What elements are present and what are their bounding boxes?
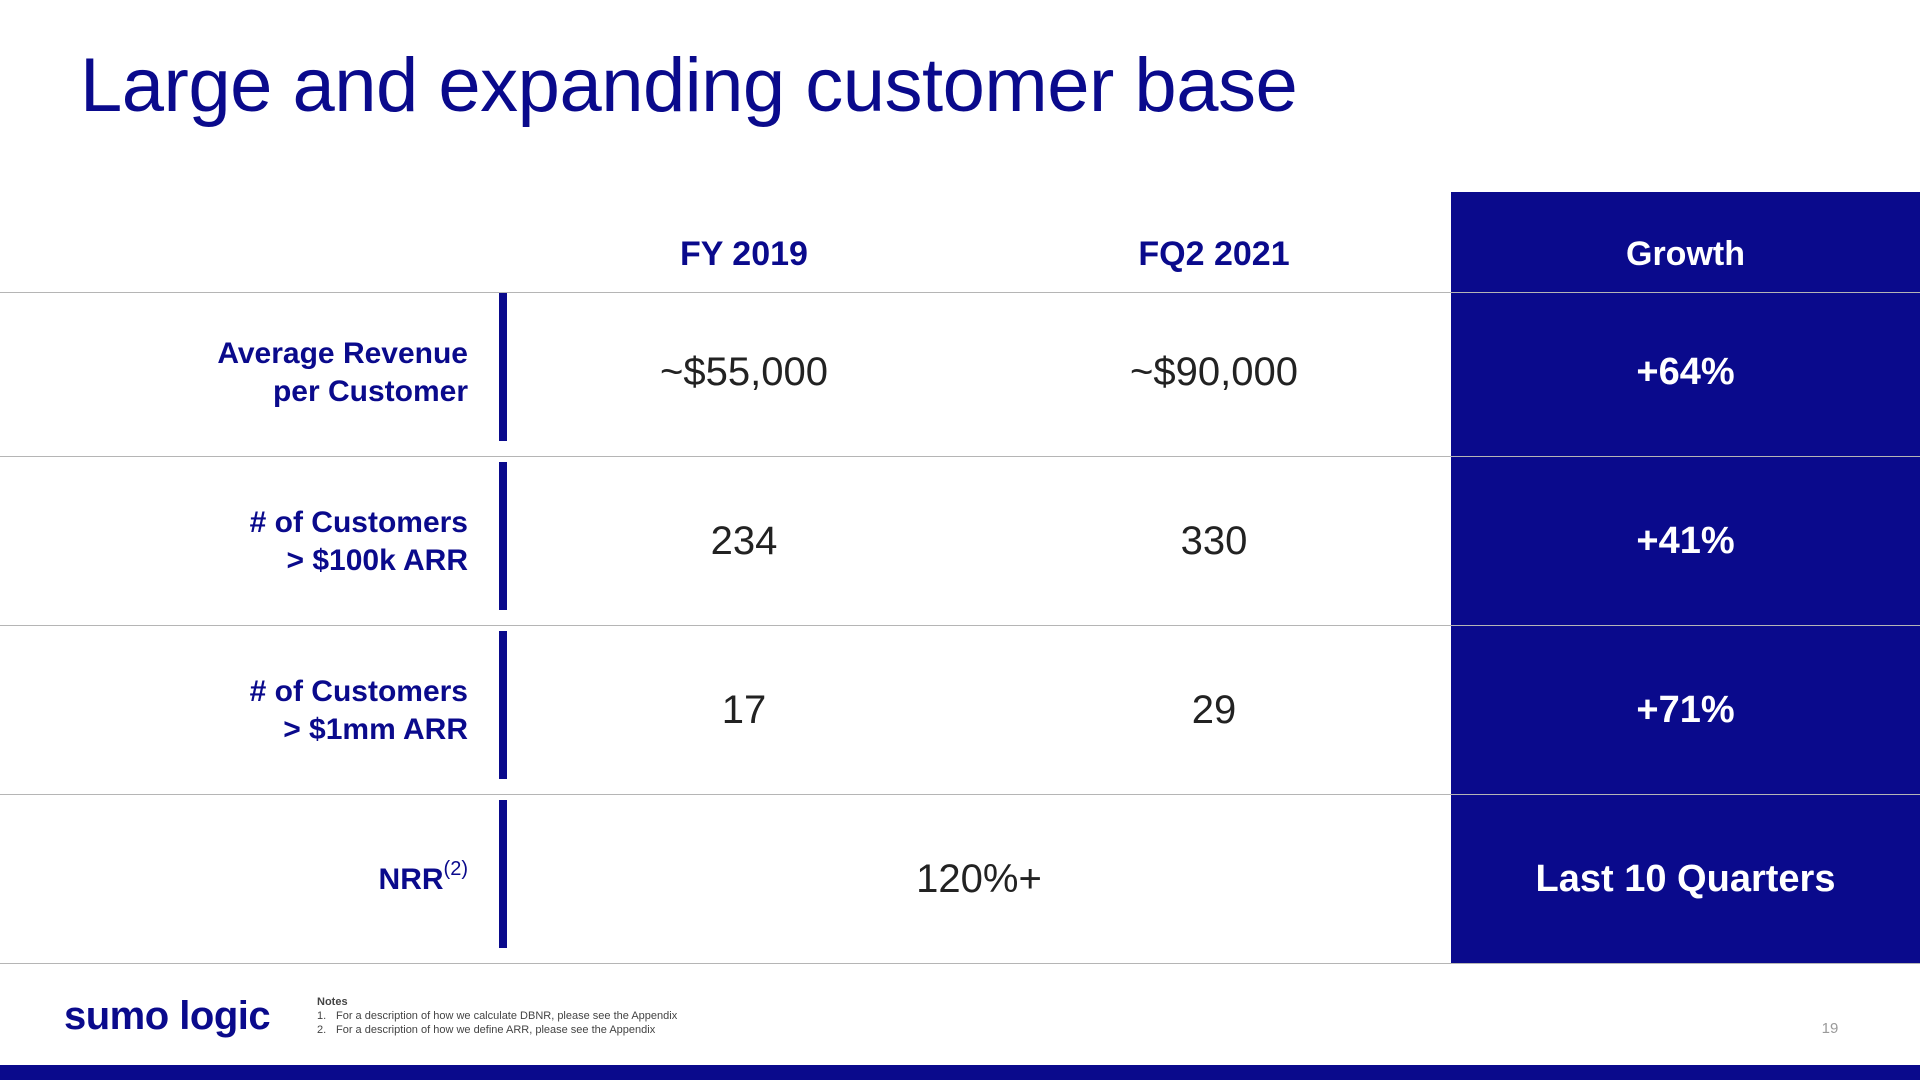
value-fy-2019: ~$55,000 — [660, 350, 828, 394]
page-number: 19 — [1821, 1020, 1839, 1037]
row-label: NRR(2) — [100, 795, 468, 964]
value-fq2-2021: ~$90,000 — [1130, 350, 1298, 394]
footnote-item: 2. For a description of how we define ARR… — [317, 1023, 677, 1037]
value-growth: +41% — [1636, 520, 1735, 562]
footnote-number: 2. — [317, 1024, 327, 1036]
row-accent-bar — [499, 462, 507, 610]
row-label-line1: # of Customers — [249, 505, 468, 539]
table-row-nrr: NRR(2) 120%+ Last 10 Quarters — [0, 795, 1920, 964]
row-label: # of Customers > $100k ARR — [100, 457, 468, 626]
row-label-line2: > $1mm ARR — [283, 712, 468, 746]
footnote-number: 1. — [317, 1010, 327, 1022]
value-growth: Last 10 Quarters — [1535, 858, 1836, 900]
value-nrr: 120%+ — [916, 857, 1042, 901]
table-row-customers-1mm: # of Customers > $1mm ARR 17 29 +71% — [0, 626, 1920, 795]
footnote-text: For a description of how we define ARR, … — [336, 1024, 656, 1036]
row-label-nrr: NRR(2) — [378, 857, 468, 899]
header-fq2-2021: FQ2 2021 — [1138, 235, 1290, 273]
value-fq2-2021: 330 — [1180, 519, 1248, 563]
nrr-label-text: NRR — [378, 862, 444, 896]
footnote-text: For a description of how we calculate DB… — [336, 1010, 678, 1022]
row-divider — [0, 456, 1920, 457]
row-label-line2: > $100k ARR — [286, 543, 469, 577]
slide-title: Large and expanding customer base — [80, 43, 1298, 128]
table-row-customers-100k: # of Customers > $100k ARR 234 330 +41% — [0, 457, 1920, 626]
row-label: # of Customers > $1mm ARR — [100, 626, 468, 795]
row-label-line1: Average Revenue — [217, 336, 468, 370]
row-label-line1: # of Customers — [249, 674, 468, 708]
row-divider — [0, 963, 1920, 964]
footnote-item: 1. For a description of how we calculate … — [317, 1009, 677, 1023]
value-fy-2019: 234 — [710, 519, 778, 563]
sumo-logic-logo: sumo logic — [64, 994, 271, 1038]
header-fy-2019: FY 2019 — [680, 235, 808, 273]
value-fq2-2021: 29 — [1191, 688, 1237, 732]
row-divider — [0, 794, 1920, 795]
row-divider — [0, 292, 1920, 293]
row-accent-bar — [499, 293, 507, 441]
value-growth: +64% — [1636, 351, 1735, 393]
row-label-line2: per Customer — [272, 374, 468, 408]
row-divider — [0, 625, 1920, 626]
value-growth: +71% — [1636, 689, 1735, 731]
value-fy-2019: 17 — [721, 688, 767, 732]
row-accent-bar — [499, 631, 507, 779]
header-growth: Growth — [1626, 235, 1745, 273]
nrr-footnote-marker: (2) — [443, 857, 468, 880]
notes-title: Notes — [317, 996, 348, 1008]
row-label: Average Revenue per Customer — [100, 288, 468, 457]
table-row-arpc: Average Revenue per Customer ~$55,000 ~$… — [0, 288, 1920, 457]
row-accent-bar — [499, 800, 507, 948]
bottom-brand-bar — [0, 1065, 1920, 1080]
growth-column-panel — [1451, 192, 1920, 963]
footnotes: Notes 1. For a description of how we calc… — [317, 995, 677, 1037]
